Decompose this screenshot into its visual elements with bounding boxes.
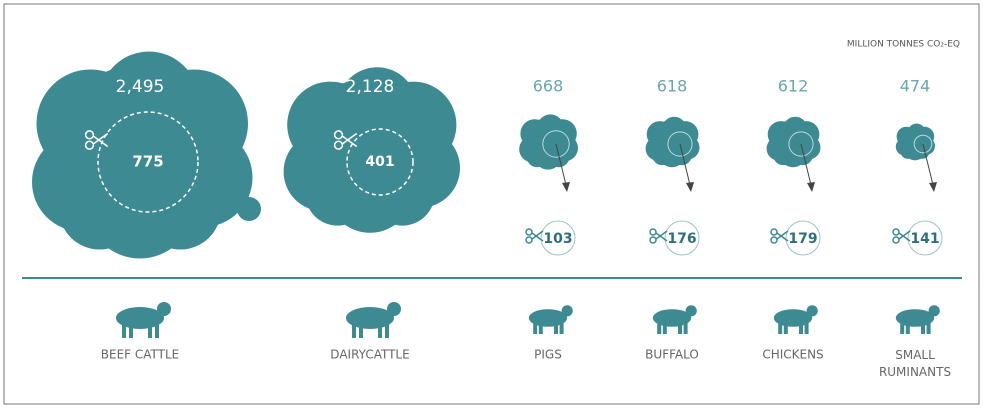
reduction-value: 179	[788, 231, 817, 247]
animal-label: RUMINANTS	[879, 365, 951, 379]
animal-icon	[539, 323, 543, 334]
reduction-value: 401	[365, 154, 394, 170]
animal-icon	[807, 305, 818, 316]
reduction-value: 775	[132, 153, 163, 171]
total-value: 618	[657, 77, 688, 96]
animal-icon	[385, 324, 389, 338]
animal-icon	[663, 323, 667, 334]
total-value: 2,495	[116, 77, 165, 97]
animal-label: DAIRYCATTLE	[330, 348, 409, 362]
animal-icon	[784, 323, 788, 334]
animal-icon	[352, 324, 356, 338]
total-value: 668	[533, 77, 564, 96]
animal-icon	[157, 302, 171, 316]
animal-icon	[678, 323, 682, 334]
animal-icon	[387, 302, 401, 316]
cloud-part	[237, 197, 261, 221]
animal-icon	[378, 324, 382, 338]
animal-label: SMALL	[895, 348, 935, 362]
animal-icon	[906, 323, 910, 334]
animal-icon	[122, 324, 126, 338]
cloud-part	[208, 193, 236, 221]
unit-label: MILLION TONNES CO₂-EQ	[847, 40, 960, 50]
total-value: 2,128	[346, 77, 395, 97]
animal-icon	[533, 323, 537, 334]
cloud-part	[526, 146, 548, 168]
cloud-part	[370, 161, 435, 226]
animal-icon	[359, 324, 363, 338]
total-value: 474	[900, 77, 931, 96]
animal-icon	[778, 323, 782, 334]
animal-icon	[927, 323, 931, 334]
animal-icon	[148, 324, 152, 338]
animal-icon	[921, 323, 925, 334]
animal-icon	[684, 323, 688, 334]
cloud-part	[901, 144, 915, 158]
animal-icon	[155, 324, 159, 338]
animal-label: BEEF CATTLE	[101, 348, 180, 362]
cloud-part	[305, 161, 370, 226]
animal-icon	[562, 305, 573, 316]
animal-icon	[799, 323, 803, 334]
infographic: MILLION TONNES CO₂-EQ 2,495 775 BEEF CATTL…	[0, 0, 983, 408]
animal-label: BUFFALO	[645, 348, 699, 362]
reduction-value: 103	[543, 231, 572, 247]
animal-icon	[554, 323, 558, 334]
cloud-part	[59, 169, 140, 250]
animal-label: CHICKENS	[762, 348, 823, 362]
animal-icon	[900, 323, 904, 334]
reduction-value: 141	[910, 231, 939, 247]
animal-icon	[805, 323, 809, 334]
animal-icon	[560, 323, 564, 334]
animal-icon	[929, 305, 940, 316]
reduction-value: 176	[667, 231, 696, 247]
animal-icon	[657, 323, 661, 334]
animal-icon	[686, 305, 697, 316]
animal-label: PIGS	[534, 348, 562, 362]
total-value: 612	[778, 77, 809, 96]
animal-icon	[129, 324, 133, 338]
